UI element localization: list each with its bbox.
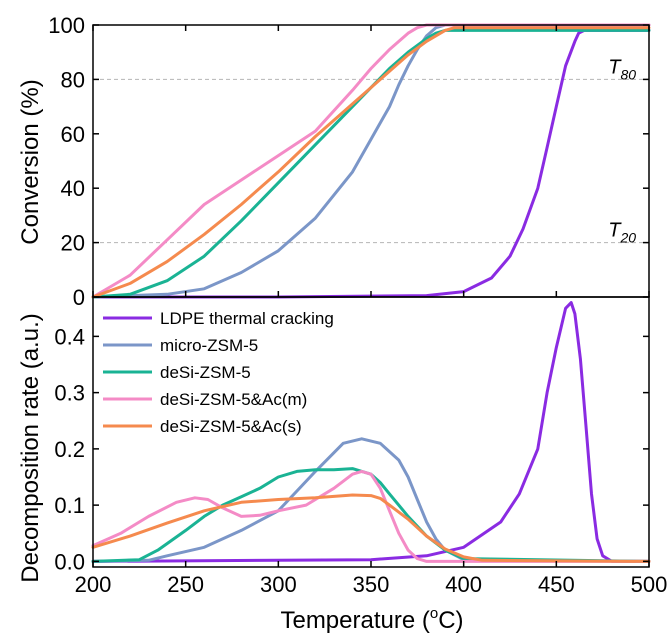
top-series-micro-zsm-5	[91, 23, 651, 299]
x-axis-label: Temperature (oC)	[280, 605, 463, 634]
xtick-label: 400	[445, 572, 482, 597]
legend-label: deSi-ZSM-5&Ac(s)	[160, 417, 302, 436]
top-ytick-label: 80	[61, 67, 85, 92]
bottom-ytick-label: 0.2	[54, 437, 85, 462]
top-ytick-label: 20	[61, 231, 85, 256]
top-series-desi-zsm-5	[91, 28, 651, 299]
annotation-t20: T20	[608, 220, 636, 246]
bottom-ytick-label: 0.0	[54, 549, 85, 574]
xtick-label: 450	[538, 572, 575, 597]
legend-label: deSi-ZSM-5&Ac(m)	[160, 390, 307, 409]
xtick-label: 350	[353, 572, 390, 597]
top-ytick-label: 40	[61, 176, 85, 201]
bottom-series-micro-zsm-5	[91, 437, 651, 563]
xtick-label: 500	[631, 572, 668, 597]
bottom-series-desi-zsm-5-ac-s	[91, 493, 651, 563]
bottom-series-desi-zsm-5	[91, 467, 651, 563]
top-series-desi-zsm-5-ac-m	[91, 23, 651, 299]
bottom-series-ldpe-thermal-cracking	[91, 301, 651, 563]
legend: LDPE thermal cracking micro-ZSM-5 deSi-ZSM…	[103, 309, 334, 436]
legend-label: micro-ZSM-5	[160, 336, 258, 355]
legend-label: LDPE thermal cracking	[160, 309, 334, 328]
top-ylabel: Conversion (%)	[17, 79, 44, 244]
bottom-ytick-label: 0.4	[54, 324, 85, 349]
bottom-ytick-label: 0.3	[54, 381, 85, 406]
xtick-label: 300	[260, 572, 297, 597]
top-ytick-label: 60	[61, 122, 85, 147]
xtick-label: 250	[167, 572, 204, 597]
legend-label: deSi-ZSM-5	[160, 363, 251, 382]
top-ytick-label: 100	[48, 13, 85, 38]
top-series-desi-zsm-5-ac-s	[91, 26, 651, 299]
xtick-label: 200	[75, 572, 112, 597]
top-ytick-label: 0	[73, 285, 85, 310]
annotation-t80: T80	[608, 56, 636, 82]
bottom-ytick-label: 0.1	[54, 493, 85, 518]
bottom-ylabel: Decomposition rate (a.u.)	[17, 313, 44, 582]
bottom-series-desi-zsm-5-ac-m	[91, 469, 651, 563]
